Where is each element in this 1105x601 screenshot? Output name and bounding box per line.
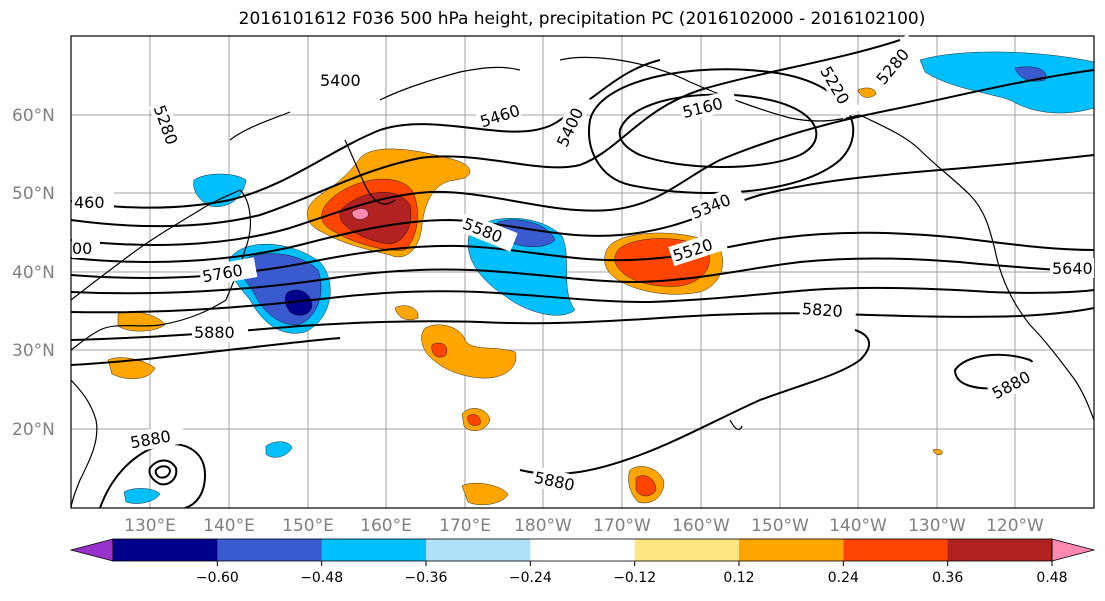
colorbar-cell [634,539,740,561]
colorbar-label: −0.48 [300,570,343,586]
height-contours [71,39,1094,508]
lat-tick-label: 60°N [12,106,55,126]
precip-region-positive [635,475,657,497]
lon-tick-label: 140°W [829,516,887,536]
colorbar-label: −0.60 [196,570,239,586]
precip-region-negative [123,488,161,504]
lon-tick-label: 170°W [593,516,651,536]
colorbar-label: −0.24 [509,570,552,586]
height-contour [71,69,1094,246]
precip-region-positive [932,449,943,455]
colorbar-cell [321,539,427,561]
height-contour [71,231,1094,279]
precip-region-positive [351,208,369,220]
colorbar-label: 0.48 [1036,570,1067,586]
lon-tick-label: 160°W [672,516,730,536]
precip-region-positive [461,483,509,505]
colorbar-outline [112,538,1053,562]
height-contour [71,286,1094,314]
height-contour [71,337,341,366]
lat-axis: 60°N 50°N 40°N 30°N 20°N [12,106,55,440]
lat-tick-label: 30°N [12,341,55,361]
lon-tick-label: 150°E [282,516,334,536]
height-contour [154,465,172,479]
lat-tick-label: 50°N [12,184,55,204]
height-contour [99,443,207,508]
contour-label: 00 [72,239,92,258]
height-contour [71,307,1094,341]
lon-tick-label: 130°W [908,516,966,536]
lon-tick-label: 120°W [986,516,1044,536]
precip-region-negative [265,441,293,458]
colorbar-label: −0.12 [613,570,656,586]
precip-region-positive [421,324,517,379]
colorbar-cell [739,539,844,561]
colorbar-label: −0.36 [405,570,448,586]
lat-tick-label: 40°N [12,263,55,283]
colorbar-cell [947,539,1053,561]
lon-tick-label: 170°E [439,516,491,536]
colorbar-cell [113,539,218,561]
map-title: 2016101612 F036 500 hPa height, precipit… [238,9,926,29]
colorbar-cell [843,539,949,561]
colorbar-label: 0.36 [932,570,963,586]
colorbar-cell [426,539,531,561]
lon-tick-label: 150°W [751,516,809,536]
lon-tick-label: 140°E [203,516,255,536]
lon-tick-label: 180°W [514,516,572,536]
precip-region-positive [467,414,481,426]
colorbar-label: 0.12 [723,570,754,586]
precip-region-positive [431,342,448,358]
lon-axis: 130°E 140°E 150°E 160°E 170°E 180°W 170°… [124,516,1044,536]
height-contour [519,329,870,475]
precip-region-positive [394,305,419,321]
precip-shading [107,51,1094,505]
height-contour [71,257,1094,295]
height-contour [588,68,855,194]
contour-label: 460 [74,193,105,212]
contour-label: 5880 [194,323,235,342]
colorbar-label: 0.24 [828,570,859,586]
colorbar-cell [217,539,323,561]
height-contour [618,93,818,168]
height-contour [71,154,1094,263]
contour-label: 5400 [320,71,361,90]
contour-label: 5820 [801,299,843,321]
contour-label: 5640 [1052,259,1093,278]
height-contour [71,39,901,228]
precip-region-negative [285,289,313,316]
precip-region-positive [857,87,877,98]
lat-tick-label: 20°N [12,420,55,440]
lon-tick-label: 160°E [360,516,412,536]
lon-tick-label: 130°E [124,516,176,536]
colorbar-extend-high [1051,538,1096,562]
colorbar-extend-low [69,538,114,562]
precip-region-positive [107,357,156,379]
precip-region-negative [919,51,1094,114]
precip-region-negative [1014,66,1047,82]
colorbar: −0.60 −0.48 −0.36 −0.24 −0.12 0.12 0.24 0.36 0.4… [69,538,1096,586]
colorbar-cell [530,539,636,561]
height-contour [148,459,178,486]
